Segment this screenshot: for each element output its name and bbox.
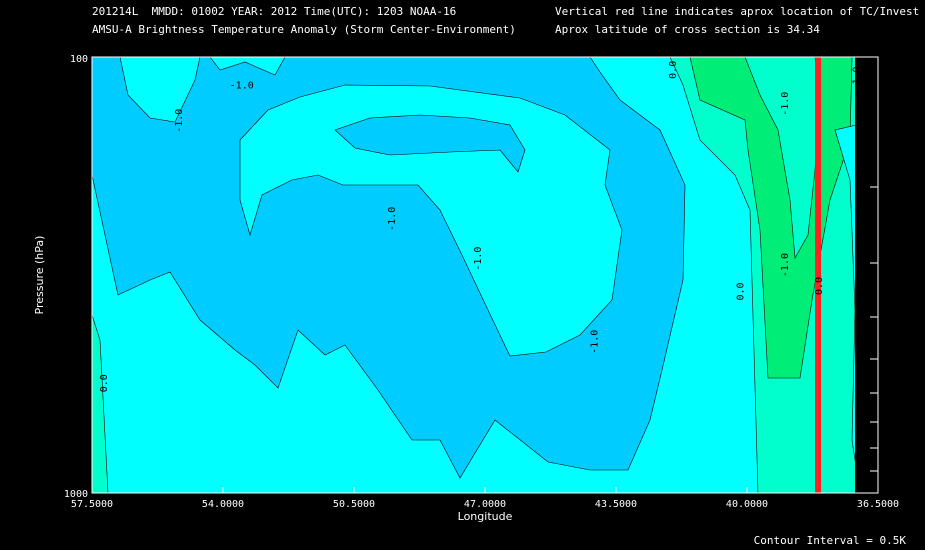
- header-line2-left: AMSU-A Brightness Temperature Anomaly (S…: [92, 23, 516, 36]
- x-axis-title: Longitude: [458, 510, 513, 523]
- region-anom-minus-1-5-closed: [334, 114, 526, 173]
- contour-labels: -1.0 -1.0 -1.0 -1.0 -1.0 -1.0 -1.0 -1.0 0.0 0.0 0.…: [99, 61, 862, 392]
- contour-label: 0.0: [735, 282, 746, 300]
- contour-label: -1.0: [589, 330, 600, 354]
- y-tick-label-top: 100: [70, 54, 88, 65]
- no-data-strip: [855, 57, 878, 493]
- contour-label: 0.0: [668, 61, 679, 79]
- contour-label: -1.0: [230, 80, 254, 91]
- x-axis-ticks: 57.5000 54.0000 50.5000 47.0000 43.5000 40.00…: [71, 487, 899, 510]
- x-tick-label: 43.5000: [595, 499, 637, 510]
- contour-label: -1.0: [780, 253, 791, 277]
- contour-label: -1.0: [174, 109, 185, 133]
- region-anom-minus-1-0-top: [119, 57, 201, 123]
- x-tick-label: 54.0000: [202, 499, 244, 510]
- x-tick-label: 36.5000: [857, 499, 899, 510]
- region-anom-minus-0-5-left: [92, 314, 109, 493]
- right-axis-ticks: [870, 186, 878, 472]
- contour-fill-layer: [92, 57, 878, 493]
- x-tick-label: 57.5000: [71, 499, 113, 510]
- x-tick-label: 47.0000: [464, 499, 506, 510]
- region-anom-minus-1-0-inner: [239, 84, 623, 357]
- header-line2-right: Aprox latitude of cross section is 34.34: [555, 23, 820, 36]
- contour-label: -1.0: [473, 247, 484, 271]
- contour-label: -1.0: [780, 92, 791, 116]
- contour-label: -1.0: [387, 207, 398, 231]
- y-axis-title: Pressure (hPa): [33, 236, 46, 315]
- y-tick-label-bottom: 1000: [64, 489, 88, 500]
- header-line1-right: Vertical red line indicates aprox locati…: [555, 5, 920, 18]
- contour-label: 0.0: [99, 374, 110, 392]
- contour-label: -1.0: [851, 66, 862, 90]
- contour-interval-note: Contour Interval = 0.5K: [753, 534, 906, 547]
- header-line1-left: 201214L MMDD: 01002 YEAR: 2012 Time(UTC)…: [92, 5, 457, 18]
- x-tick-label: 40.0000: [726, 499, 768, 510]
- region-anom-minus-1-0-top2: [209, 57, 286, 76]
- contour-label: 0.0: [814, 277, 825, 295]
- x-tick-label: 50.5000: [333, 499, 375, 510]
